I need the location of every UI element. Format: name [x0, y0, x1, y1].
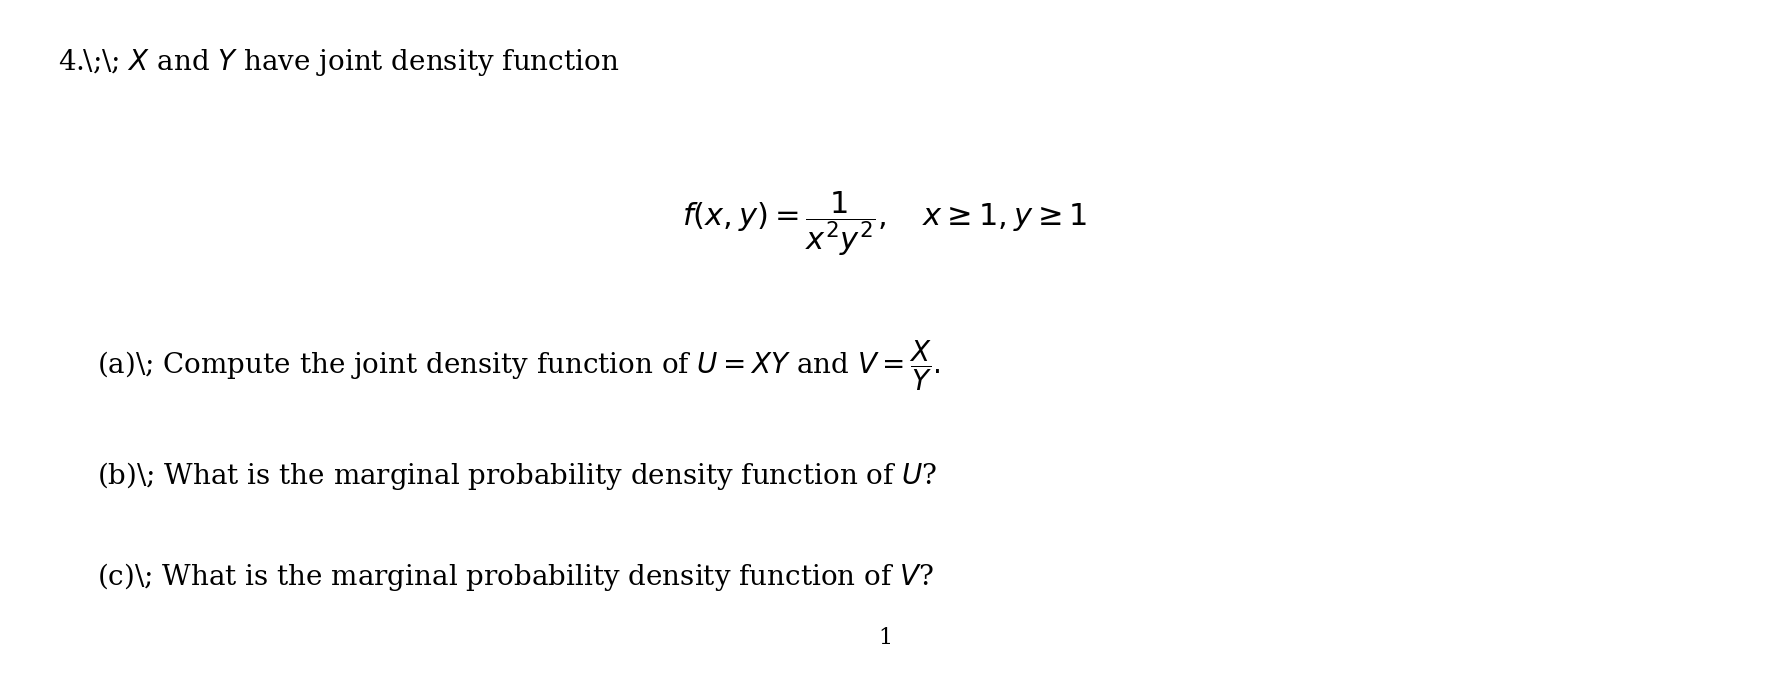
Text: (b)\; What is the marginal probability density function of $U$?: (b)\; What is the marginal probability d… — [97, 460, 938, 491]
Text: 1: 1 — [878, 627, 892, 649]
Text: (a)\; Compute the joint density function of $U = XY$ and $V = \dfrac{X}{Y}.$: (a)\; Compute the joint density function… — [97, 338, 942, 393]
Text: (c)\; What is the marginal probability density function of $V$?: (c)\; What is the marginal probability d… — [97, 561, 935, 593]
Text: $f(x, y) = \dfrac{1}{x^2 y^2}, \quad x \geq 1, y \geq 1$: $f(x, y) = \dfrac{1}{x^2 y^2}, \quad x \… — [683, 189, 1087, 258]
Text: 4.\;\; $X$ and $Y$ have joint density function: 4.\;\; $X$ and $Y$ have joint density fu… — [58, 47, 619, 78]
